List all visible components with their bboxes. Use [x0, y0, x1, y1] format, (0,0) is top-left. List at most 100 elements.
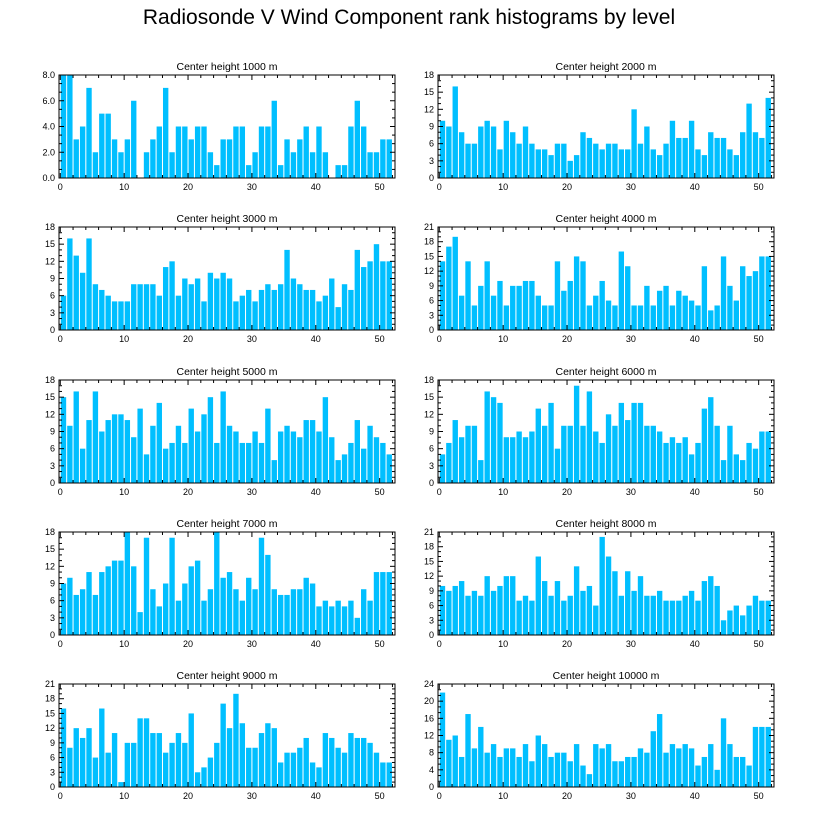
bar: [99, 431, 105, 483]
bar: [586, 137, 593, 178]
bar: [740, 460, 746, 483]
bar: [207, 152, 214, 178]
bar: [573, 566, 580, 635]
y-tick-label: 6: [50, 291, 55, 301]
bar: [510, 576, 516, 635]
bar: [471, 143, 478, 178]
bar: [373, 752, 380, 787]
bar: [233, 431, 239, 483]
bar: [124, 139, 131, 179]
bar: [561, 143, 567, 178]
x-tick-label: 40: [311, 182, 321, 192]
bar: [386, 261, 392, 330]
bar: [226, 425, 233, 483]
bar: [60, 397, 67, 483]
bar: [478, 460, 484, 483]
bar: [490, 126, 497, 178]
x-tick-label: 10: [119, 334, 129, 344]
y-tick-label: 0: [429, 630, 434, 640]
bar: [701, 408, 708, 483]
y-tick-label: 21: [45, 679, 55, 689]
bar: [265, 554, 271, 635]
y-tick-label: 18: [424, 237, 434, 247]
bar: [316, 301, 322, 330]
bar: [246, 165, 252, 179]
bar: [580, 132, 586, 178]
bar: [194, 431, 201, 483]
bar: [446, 590, 452, 635]
bar: [567, 280, 573, 330]
y-tick-label: 24: [424, 679, 434, 689]
bar: [92, 391, 99, 483]
bar: [284, 249, 290, 330]
bar: [593, 295, 599, 330]
bar: [361, 589, 367, 635]
bar: [746, 765, 752, 787]
bar: [663, 600, 669, 635]
bar: [386, 454, 392, 483]
x-tick-label: 40: [690, 334, 700, 344]
bar: [207, 589, 214, 635]
bar: [586, 391, 593, 483]
bar: [701, 155, 708, 178]
bar: [79, 126, 86, 178]
bar: [182, 126, 188, 178]
bar: [348, 289, 354, 330]
x-tick-label: 10: [119, 791, 129, 801]
bar: [733, 454, 739, 483]
bar: [720, 256, 727, 330]
bar: [740, 756, 746, 787]
bar: [478, 595, 484, 635]
bar: [644, 126, 650, 178]
bar: [118, 414, 124, 483]
bar: [720, 620, 727, 635]
bar: [746, 276, 752, 330]
bar: [618, 761, 625, 787]
y-tick-label: 0: [50, 325, 55, 335]
bar: [118, 782, 124, 787]
panel-title: Center height 2000 m: [556, 61, 657, 73]
bar: [335, 747, 341, 787]
y-tick-label: 3: [50, 308, 55, 318]
bar: [341, 606, 348, 635]
bar: [194, 560, 201, 635]
bar: [79, 737, 86, 787]
y-tick-label: 0: [429, 478, 434, 488]
bar: [439, 585, 446, 635]
bar: [271, 728, 277, 787]
bar: [214, 742, 220, 787]
bar: [478, 726, 484, 787]
y-tick-label: 0: [429, 173, 434, 183]
x-tick-label: 40: [690, 639, 700, 649]
bar: [452, 735, 458, 787]
bar: [73, 255, 79, 330]
bar: [111, 139, 118, 179]
bar: [156, 733, 162, 787]
bar: [573, 155, 580, 178]
bar: [446, 442, 452, 483]
y-tick-label: 15: [424, 251, 434, 261]
y-tick-label: 18: [424, 542, 434, 552]
x-tick-label: 0: [437, 791, 442, 801]
bar: [695, 600, 701, 635]
bar: [354, 737, 360, 787]
x-tick-label: 50: [375, 639, 385, 649]
y-tick-label: 9: [429, 586, 434, 596]
x-tick-label: 20: [562, 791, 572, 801]
bar: [297, 284, 303, 330]
bar: [175, 733, 182, 787]
bar: [497, 585, 503, 635]
y-tick-label: 0: [50, 782, 55, 792]
bar: [86, 572, 92, 635]
bar: [67, 577, 73, 635]
bar: [367, 425, 373, 483]
x-tick-label: 20: [562, 639, 572, 649]
bar: [580, 425, 586, 483]
bar: [361, 267, 367, 330]
bar: [625, 149, 631, 178]
bar: [682, 295, 688, 330]
bar: [303, 289, 309, 330]
bar: [182, 742, 188, 787]
bar: [567, 160, 573, 178]
x-tick-label: 10: [119, 639, 129, 649]
